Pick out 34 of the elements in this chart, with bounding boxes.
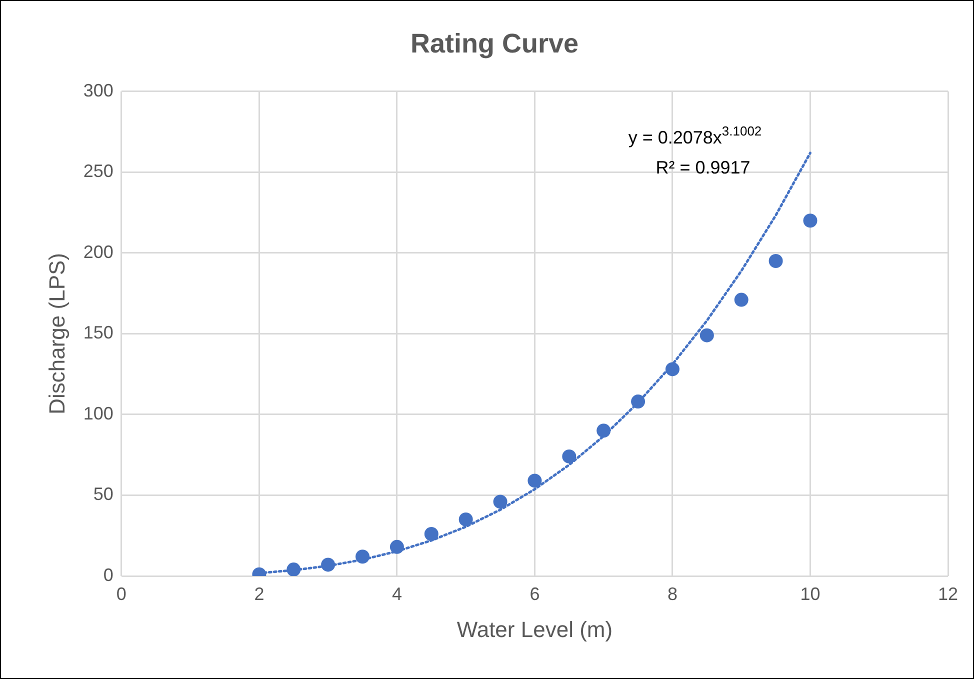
- y-tick-label: 0: [103, 564, 114, 585]
- point: [390, 540, 404, 554]
- x-tick-label: 8: [667, 584, 678, 604]
- chart-title: Rating Curve: [410, 28, 579, 59]
- y-tick-label: 200: [83, 242, 114, 262]
- point: [596, 424, 611, 438]
- point: [631, 394, 646, 409]
- point: [700, 328, 714, 342]
- annotation: R² = 0.9917: [656, 157, 750, 178]
- point: [528, 474, 542, 488]
- point: [424, 527, 438, 541]
- x-tick-label: 6: [530, 584, 540, 604]
- y-axis-title: Discharge (LPS): [44, 253, 70, 414]
- point: [458, 512, 473, 526]
- point: [768, 254, 783, 268]
- y-tick-label: 150: [83, 322, 114, 343]
- point: [356, 550, 370, 564]
- y-tick-label: 250: [83, 161, 114, 182]
- x-tick-label: 0: [116, 584, 126, 604]
- point: [493, 494, 508, 509]
- point: [734, 292, 748, 307]
- y-tick-label: 50: [93, 484, 114, 504]
- point: [562, 449, 576, 464]
- point: [286, 562, 301, 576]
- point: [665, 362, 680, 376]
- y-tick-label: 100: [83, 403, 114, 424]
- y-tick-label: 300: [83, 80, 114, 100]
- x-tick-label: 12: [938, 584, 958, 604]
- x-axis-title: Water Level (m): [456, 616, 613, 642]
- x-tick-label: 2: [254, 584, 264, 604]
- x-tick-label: 4: [392, 584, 402, 604]
- point: [803, 214, 818, 228]
- point: [321, 558, 336, 572]
- x-tick-label: 10: [800, 584, 820, 604]
